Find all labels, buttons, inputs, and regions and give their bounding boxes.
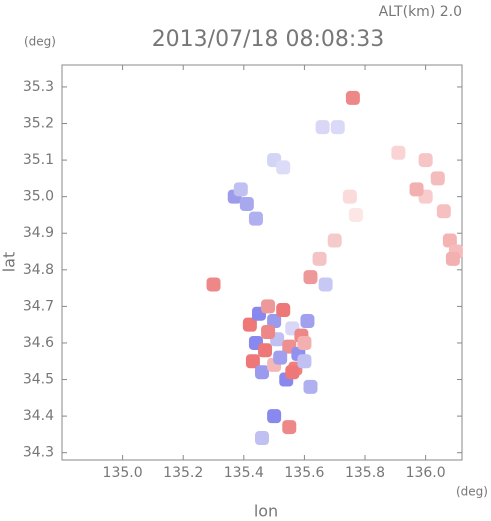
x-tick-label: 135.2 bbox=[163, 465, 203, 481]
radar-echo bbox=[261, 299, 276, 314]
radar-echo bbox=[330, 120, 345, 135]
y-tick-label: 34.8 bbox=[23, 262, 54, 278]
radar-echo bbox=[276, 160, 291, 175]
radar-echo bbox=[282, 420, 297, 435]
y-tick-label: 34.4 bbox=[23, 408, 54, 424]
x-tick-label: 135.8 bbox=[345, 465, 385, 481]
y-tick-label: 35.0 bbox=[23, 189, 54, 205]
y-tick-label: 35.2 bbox=[23, 116, 54, 132]
radar-echo bbox=[318, 277, 333, 292]
radar-echo bbox=[303, 379, 318, 394]
radar-echo bbox=[418, 153, 433, 168]
radar-echo bbox=[342, 189, 357, 204]
radar-echo bbox=[258, 343, 273, 358]
radar-echo bbox=[239, 196, 254, 211]
radar-echo bbox=[391, 145, 406, 160]
radar-echo bbox=[436, 204, 451, 219]
y-unit: (deg) bbox=[24, 35, 56, 49]
x-tick-label: 135.0 bbox=[103, 465, 143, 481]
y-tick-label: 34.9 bbox=[23, 225, 54, 241]
y-tick-label: 34.3 bbox=[23, 445, 54, 461]
plot-frame bbox=[61, 64, 463, 461]
radar-echo bbox=[233, 182, 248, 197]
radar-echo bbox=[430, 171, 445, 186]
radar-echo bbox=[442, 233, 457, 248]
radar-echo bbox=[409, 182, 424, 197]
x-tick-label: 135.4 bbox=[224, 465, 264, 481]
radar-echo bbox=[261, 324, 276, 339]
radar-echo bbox=[206, 277, 221, 292]
y-tick-label: 34.7 bbox=[23, 298, 54, 314]
radar-echo bbox=[303, 270, 318, 285]
radar-echo bbox=[273, 350, 288, 365]
radar-echo bbox=[245, 354, 260, 369]
radar-echo bbox=[248, 211, 263, 226]
y-tick-label: 35.3 bbox=[23, 79, 54, 95]
chart-title: 2013/07/18 08:08:33 bbox=[152, 27, 385, 52]
radar-echo bbox=[312, 251, 327, 266]
y-tick-label: 35.1 bbox=[23, 152, 54, 168]
x-axis-label: lon bbox=[254, 502, 278, 521]
radar-echo bbox=[297, 354, 312, 369]
radar-echo bbox=[297, 335, 312, 350]
y-tick-label: 34.6 bbox=[23, 335, 54, 351]
x-tick-label: 135.6 bbox=[284, 465, 324, 481]
radar-echo bbox=[285, 365, 300, 380]
radar-echo bbox=[242, 317, 257, 332]
radar-echo bbox=[345, 90, 360, 105]
x-unit: (deg) bbox=[456, 485, 488, 499]
radar-echo bbox=[300, 314, 315, 329]
radar-echo bbox=[327, 233, 342, 248]
altitude-label: ALT(km) 2.0 bbox=[379, 4, 462, 20]
radar-echo bbox=[267, 409, 282, 424]
radar-echo bbox=[445, 251, 460, 266]
radar-echo bbox=[255, 431, 269, 446]
radar-echo bbox=[267, 314, 282, 329]
radar-echo bbox=[255, 365, 269, 380]
y-axis-label: lat bbox=[0, 252, 19, 273]
x-tick-label: 136.0 bbox=[406, 465, 446, 481]
radar-echo bbox=[348, 207, 363, 222]
radar-echo bbox=[276, 303, 291, 318]
radar-echo bbox=[315, 120, 330, 135]
y-tick-label: 34.5 bbox=[23, 372, 54, 388]
